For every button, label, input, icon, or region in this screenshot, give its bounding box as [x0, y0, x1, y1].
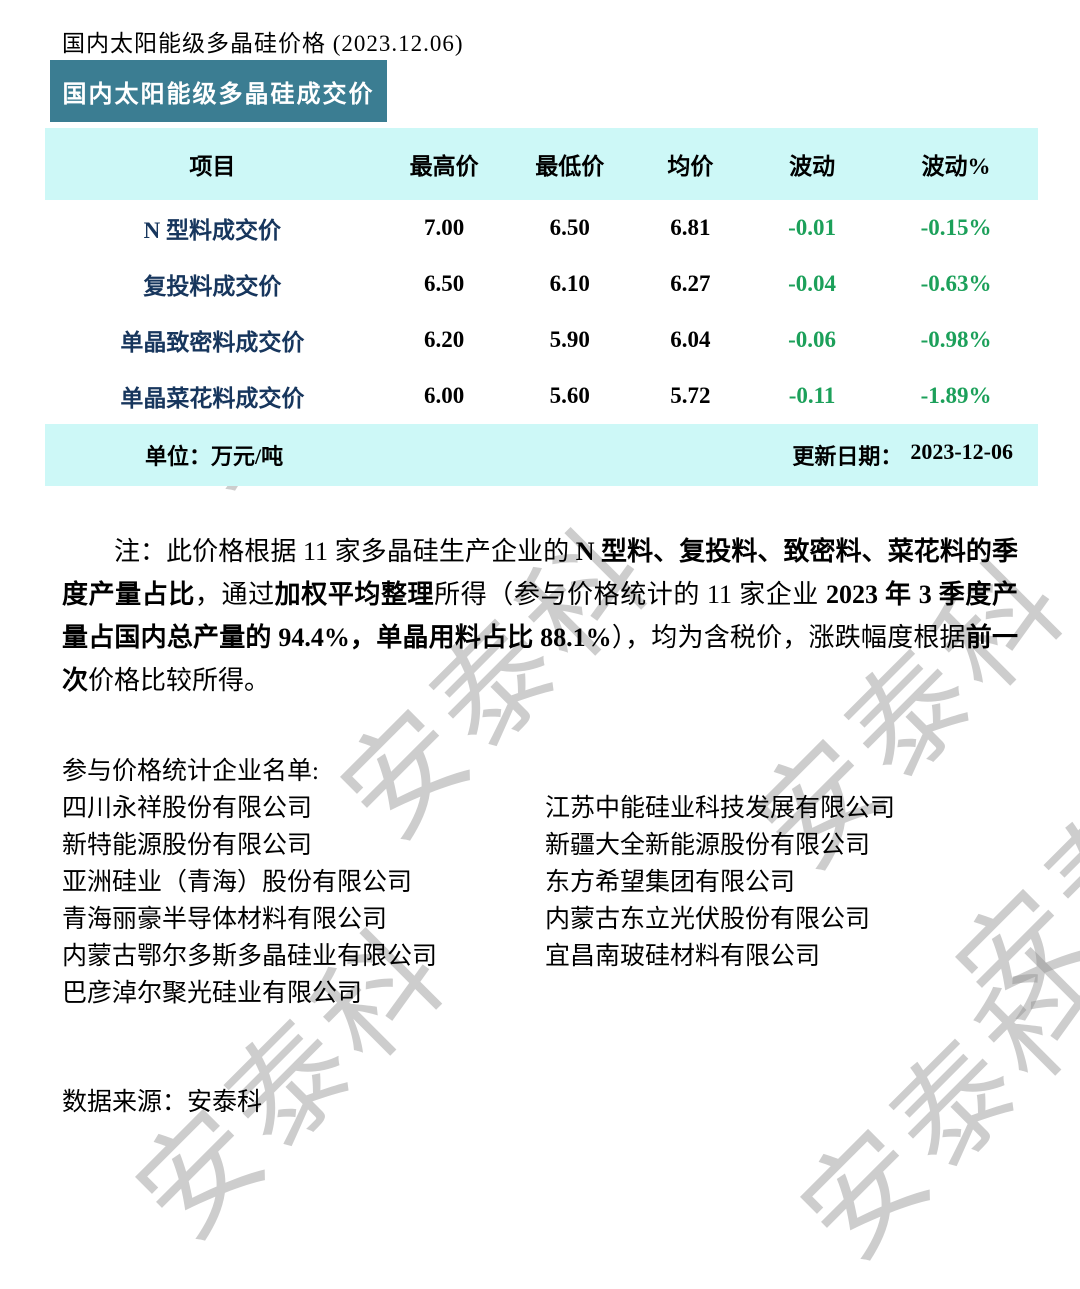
company-name: 宜昌南玻硅材料有限公司 — [545, 943, 821, 970]
company-name: 青海丽豪半导体材料有限公司 — [62, 906, 388, 933]
cell-change-pct: -0.98% — [920, 327, 992, 352]
table-row: 单晶致密料成交价 6.20 5.90 6.04 -0.06 -0.98% — [45, 312, 1038, 368]
cell-change: -0.06 — [788, 327, 837, 352]
note-segment: 前一次 — [62, 623, 1018, 695]
column-header-high: 最高价 — [409, 154, 479, 179]
row-label: N 型料成交价 — [143, 218, 281, 243]
data-source-line: 数据来源：安泰科 — [62, 1082, 262, 1118]
cell-high: 6.20 — [424, 327, 465, 352]
cell-avg: 6.04 — [670, 327, 711, 352]
table-footer-row: 单位：万元/吨 更新日期： 2023-12-06 — [45, 424, 1038, 486]
cell-change: -0.04 — [788, 271, 837, 296]
company-list: 参与价格统计企业名单: 四川永祥股份有限公司 江苏中能硅业科技发展有限公司 新特… — [62, 753, 895, 1012]
cell-high: 7.00 — [424, 215, 465, 240]
cell-avg: 5.72 — [670, 383, 711, 408]
note-segment: ，通过 — [194, 580, 275, 609]
column-header-low: 最低价 — [535, 154, 605, 179]
company-name: 内蒙古东立光伏股份有限公司 — [545, 906, 871, 933]
company-name: 亚洲硅业（青海）股份有限公司 — [62, 869, 413, 896]
update-date-value: 2023-12-06 — [910, 439, 1013, 464]
unit-label: 单位：万元/吨 — [145, 444, 284, 469]
note-segment: 注：此价格根据 11 家多晶硅生产企业的 — [114, 537, 576, 566]
note-segment: 价格比较所得。 — [88, 666, 271, 695]
company-list-title: 参与价格统计企业名单: — [62, 758, 319, 785]
company-name: 新特能源股份有限公司 — [62, 832, 313, 859]
company-name: 东方希望集团有限公司 — [545, 869, 796, 896]
cell-low: 6.50 — [549, 215, 590, 240]
column-header-avg: 均价 — [667, 154, 714, 179]
note-segment: ），均为含税价，涨跌幅度根据 — [611, 623, 966, 652]
cell-change-pct: -0.15% — [920, 215, 992, 240]
note-paragraph: 注：此价格根据 11 家多晶硅生产企业的 N 型料、复投料、致密料、菜花料的季度… — [62, 530, 1018, 702]
company-row: 亚洲硅业（青海）股份有限公司 东方希望集团有限公司 — [62, 864, 895, 901]
update-date-label: 更新日期： — [792, 444, 903, 469]
cell-change: -0.11 — [788, 383, 836, 408]
company-list-title-row: 参与价格统计企业名单: — [62, 753, 895, 790]
company-name: 内蒙古鄂尔多斯多晶硅业有限公司 — [62, 943, 438, 970]
price-table: 项目 最高价 最低价 均价 波动 波动% N 型料成交价 7.00 6.50 6… — [45, 128, 1038, 486]
cell-avg: 6.81 — [670, 215, 711, 240]
row-label: 单晶菜花料成交价 — [120, 386, 305, 411]
company-name: 江苏中能硅业科技发展有限公司 — [545, 795, 896, 822]
company-row: 新特能源股份有限公司 新疆大全新能源股份有限公司 — [62, 827, 895, 864]
cell-low: 6.10 — [549, 271, 590, 296]
watermark: 安泰科 — [933, 683, 1080, 1044]
column-header-item: 项目 — [189, 154, 236, 179]
row-label: 复投料成交价 — [143, 274, 282, 299]
table-row: 单晶菜花料成交价 6.00 5.60 5.72 -0.11 -1.89% — [45, 368, 1038, 424]
company-row: 青海丽豪半导体材料有限公司 内蒙古东立光伏股份有限公司 — [62, 901, 895, 938]
cell-low: 5.90 — [549, 327, 590, 352]
table-card-title: 国内太阳能级多晶硅成交价 — [50, 60, 387, 122]
data-source-value: 安泰科 — [187, 1089, 263, 1116]
cell-change-pct: -1.89% — [920, 383, 992, 408]
table-row: N 型料成交价 7.00 6.50 6.81 -0.01 -0.15% — [45, 200, 1038, 256]
note-segment: 加权平均整理 — [274, 580, 435, 609]
cell-low: 5.60 — [549, 383, 590, 408]
cell-change-pct: -0.63% — [920, 271, 992, 296]
company-name: 新疆大全新能源股份有限公司 — [545, 832, 871, 859]
row-label: 单晶致密料成交价 — [120, 330, 305, 355]
company-name: 巴彦淖尔聚光硅业有限公司 — [62, 980, 363, 1007]
note-segment: 所得（参与价格统计的 11 家企业 — [434, 580, 826, 609]
column-header-change: 波动 — [789, 154, 836, 179]
page-title: 国内太阳能级多晶硅价格 (2023.12.06) — [62, 31, 464, 56]
note-segment: N 型料、复投料、致密料、菜花料的季度产量占比 — [62, 537, 1018, 609]
company-row: 四川永祥股份有限公司 江苏中能硅业科技发展有限公司 — [62, 790, 895, 827]
cell-high: 6.50 — [424, 271, 465, 296]
cell-avg: 6.27 — [670, 271, 711, 296]
company-name: 四川永祥股份有限公司 — [62, 795, 313, 822]
note-segment: 2023 年 3 季度产量占国内总产量的 94.4%，单晶用料占比 88.1% — [62, 580, 1018, 652]
company-row: 内蒙古鄂尔多斯多晶硅业有限公司 宜昌南玻硅材料有限公司 — [62, 938, 895, 975]
company-row: 巴彦淖尔聚光硅业有限公司 — [62, 975, 895, 1012]
column-header-change-pct: 波动% — [921, 154, 991, 179]
cell-high: 6.00 — [424, 383, 465, 408]
data-source-label: 数据来源： — [62, 1089, 188, 1116]
table-header-row: 项目 最高价 最低价 均价 波动 波动% — [45, 128, 1038, 200]
cell-change: -0.01 — [788, 215, 837, 240]
table-row: 复投料成交价 6.50 6.10 6.27 -0.04 -0.63% — [45, 256, 1038, 312]
